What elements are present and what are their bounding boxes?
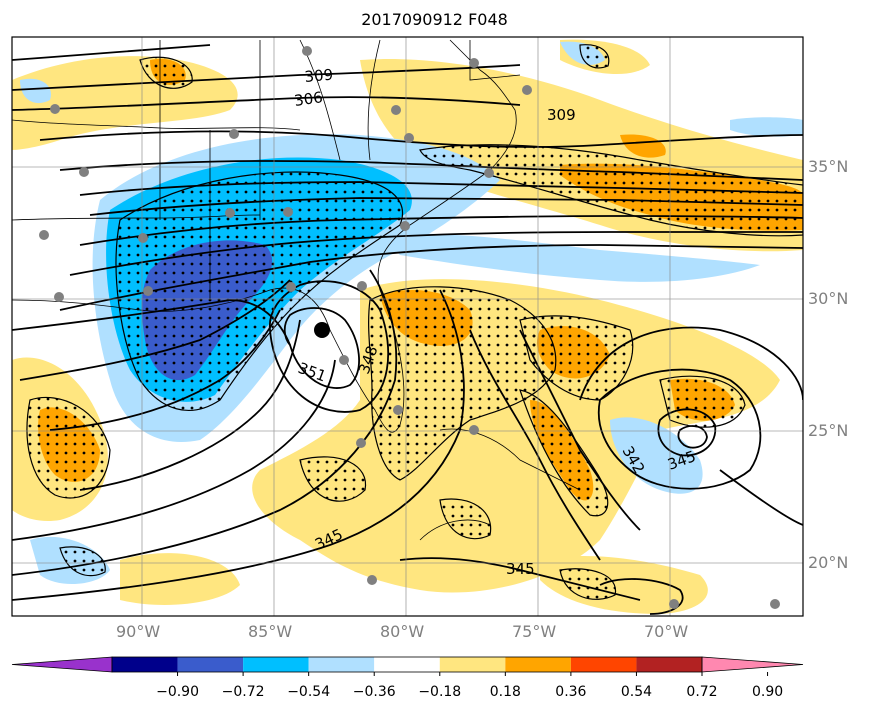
contour-label: 345 bbox=[506, 560, 535, 578]
gridlines bbox=[12, 37, 803, 616]
colorbar-segment bbox=[308, 657, 375, 672]
lon-label: 85°W bbox=[248, 622, 293, 641]
plot-title: 2017090912 F048 bbox=[361, 10, 508, 29]
stippling bbox=[26, 44, 803, 600]
colorbar-tick-label: 0.90 bbox=[751, 684, 784, 700]
storm-center-marker bbox=[314, 322, 330, 338]
contour-label: 309 bbox=[304, 66, 334, 86]
lat-label: 35°N bbox=[808, 157, 849, 176]
colorbar-segment bbox=[112, 657, 178, 672]
colorbar-tick-label: 0.72 bbox=[686, 684, 718, 700]
colorbar-tick-label: −0.54 bbox=[287, 684, 331, 700]
map-frame bbox=[11, 36, 804, 617]
contour-label: 309 bbox=[547, 106, 576, 124]
lat-label: 30°N bbox=[808, 289, 849, 308]
lon-label: 80°W bbox=[380, 622, 425, 641]
colorbar-low-extend bbox=[11, 656, 113, 673]
colorbar-segment bbox=[177, 657, 244, 672]
lon-label: 90°W bbox=[116, 622, 161, 641]
colorbar-tick-label: −0.36 bbox=[352, 684, 396, 700]
lat-label: 25°N bbox=[808, 421, 849, 440]
colorbar-tick-label: −0.90 bbox=[156, 684, 199, 700]
colorbar bbox=[11, 656, 804, 676]
colorbar-high-extend bbox=[701, 656, 804, 673]
colorbar-segment bbox=[636, 657, 702, 672]
lon-label: 75°W bbox=[512, 622, 557, 641]
contours bbox=[12, 44, 803, 615]
colorbar-tick-label: −0.72 bbox=[221, 684, 265, 700]
colorbar-segment bbox=[505, 657, 571, 672]
colorbar-tick-label: 0.18 bbox=[489, 684, 521, 700]
map-area: 309 306 309 351 345 345 345 348 342 bbox=[12, 37, 803, 616]
contour-label: 306 bbox=[293, 88, 324, 110]
colorbar-tick-label: −0.18 bbox=[418, 684, 462, 700]
colorbar-segment bbox=[243, 657, 309, 672]
colorbar-segment bbox=[439, 657, 506, 672]
lat-label: 20°N bbox=[808, 553, 849, 572]
station-dots bbox=[39, 46, 780, 609]
colorbar-frame bbox=[111, 656, 703, 673]
colorbar-tick-label: 0.36 bbox=[555, 684, 587, 700]
colorbar-segment bbox=[374, 657, 440, 672]
lon-label: 70°W bbox=[644, 622, 689, 641]
colorbar-tick-label: 0.54 bbox=[620, 684, 653, 700]
colorbar-segment bbox=[570, 657, 637, 672]
